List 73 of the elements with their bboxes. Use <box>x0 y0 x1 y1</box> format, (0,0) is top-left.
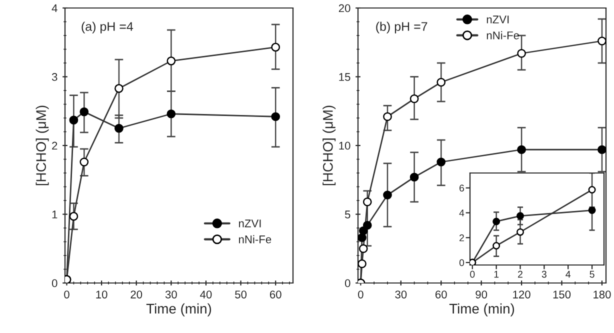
y-tick-label: 15 <box>339 73 350 81</box>
point <box>362 220 372 230</box>
point <box>383 112 392 122</box>
point <box>80 158 89 166</box>
y-tick-label: 20 <box>338 4 350 12</box>
x-axis-title: Time (min) <box>449 303 514 316</box>
x-tick-label: 30 <box>165 290 177 298</box>
x-tick-label: 1 <box>494 270 499 278</box>
x-tick-label: 180 <box>594 290 611 298</box>
point <box>436 78 446 87</box>
x-tick-label: 90 <box>476 290 488 298</box>
point <box>166 56 176 66</box>
x-tick-label: 10 <box>96 290 108 298</box>
x-tick-label: 2 <box>518 270 522 278</box>
x-axis-title: Time (min) <box>146 303 212 316</box>
legend-label: nNi-Fe <box>239 235 272 244</box>
y-tick-label: 2 <box>460 234 464 242</box>
y-tick-label: 0 <box>52 279 58 288</box>
point <box>588 186 596 194</box>
point <box>410 172 419 182</box>
y-tick-label: 4 <box>459 210 464 216</box>
point <box>598 36 606 46</box>
point <box>358 233 366 242</box>
x-tick-label: 20 <box>130 290 142 298</box>
x-tick-label: 60 <box>436 290 447 298</box>
y-tick-label: 10 <box>339 142 350 150</box>
point <box>362 197 372 206</box>
y-axis-title: [HCHO] (μM) <box>36 106 49 186</box>
point <box>383 190 392 200</box>
point <box>271 42 280 52</box>
point <box>69 116 78 124</box>
x-tick-label: 4 <box>566 270 571 278</box>
y-tick-label: 1 <box>52 210 58 218</box>
point <box>114 124 124 133</box>
y-tick-label: 0 <box>344 279 350 288</box>
point <box>358 244 368 254</box>
x-tick-label: 0 <box>470 270 475 278</box>
y-tick-label: 3 <box>52 73 58 81</box>
x-tick-label: 60 <box>270 290 282 298</box>
x-tick-label: 0 <box>358 290 364 298</box>
point <box>358 259 366 268</box>
y-axis-title: [HCHO] (μM) <box>322 106 336 186</box>
point <box>598 145 606 154</box>
y-tick-label: 4 <box>52 4 58 12</box>
point <box>492 218 500 226</box>
point <box>516 228 524 236</box>
point <box>436 158 446 166</box>
point <box>410 94 419 104</box>
x-tick-label: 40 <box>200 290 212 298</box>
x-tick-label: 30 <box>395 290 407 298</box>
point <box>114 84 124 93</box>
legend-label: nNi-Fe <box>486 31 520 40</box>
x-tick-label: 0 <box>64 290 70 298</box>
point <box>69 212 78 221</box>
x-tick-label: 50 <box>235 290 247 298</box>
point <box>492 242 500 250</box>
y-tick-label: 6 <box>460 184 464 192</box>
point <box>517 48 526 58</box>
x-tick-label: 150 <box>553 290 571 298</box>
x-tick-label: 120 <box>513 290 530 298</box>
y-tick-label: 2 <box>52 142 58 150</box>
point <box>271 112 280 122</box>
y-tick-label: 5 <box>344 210 350 218</box>
x-tick-label: 3 <box>542 270 546 278</box>
text: (a) pH =4 <box>82 22 134 34</box>
x-tick-label: 5 <box>590 270 594 278</box>
legend-label: nZVI <box>239 220 261 228</box>
point <box>166 109 176 118</box>
text: (b) pH =7 <box>376 22 428 34</box>
point <box>80 107 89 116</box>
y-tick-label: 0 <box>459 259 464 266</box>
legend-label: nZVI <box>486 16 509 24</box>
point <box>517 145 526 154</box>
